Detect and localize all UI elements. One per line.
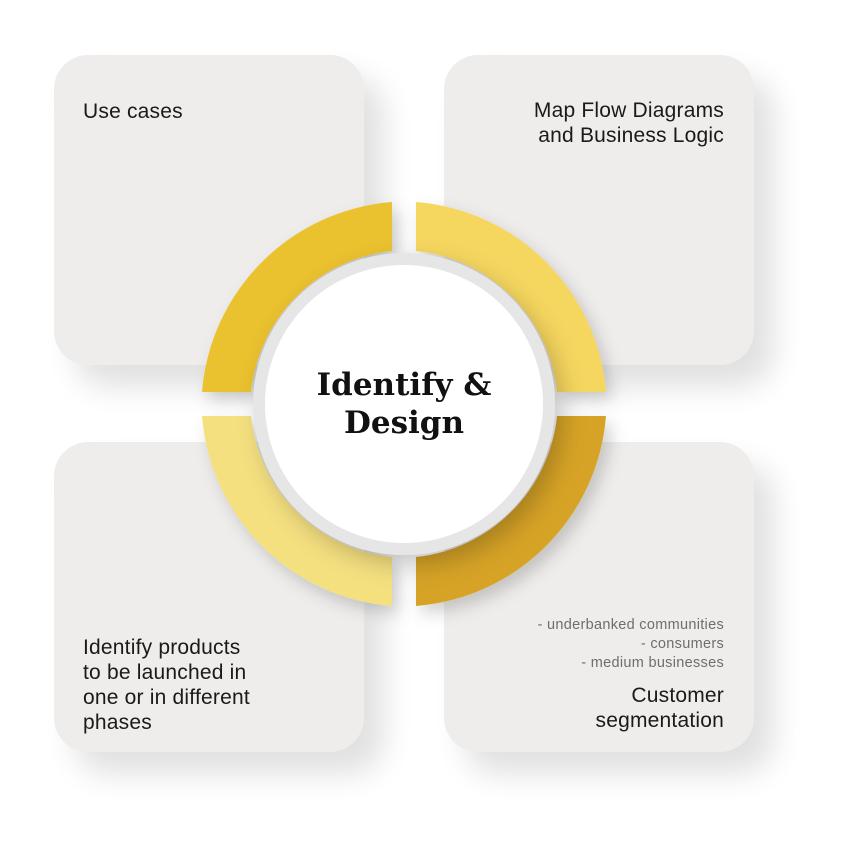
card-title-line: to be launched in — [83, 661, 247, 684]
center-title: Identify & Design — [304, 366, 504, 442]
segment-item: - underbanked communities — [537, 617, 724, 633]
card-customer-segmentation: - underbanked communities - consumers - … — [444, 442, 754, 752]
center-title-line: Identify & — [316, 367, 492, 403]
segment-item: - consumers — [640, 636, 724, 652]
card-title-use-cases: Use cases — [83, 100, 183, 123]
card-title-line: segmentation — [595, 709, 724, 732]
card-title-line: Identify products — [83, 636, 241, 659]
ring-segment-top-right — [416, 202, 606, 392]
segment-item: - medium businesses — [581, 655, 724, 671]
card-title-identify-products: Identify products to be launched in one … — [83, 635, 343, 735]
card-title-line: phases — [83, 711, 152, 734]
segment-list: - underbanked communities - consumers - … — [538, 616, 724, 673]
card-title-line: and Business Logic — [538, 124, 724, 147]
ring-segment-top-left — [202, 202, 392, 392]
center-circle — [265, 265, 543, 543]
card-title-line: one or in different — [83, 686, 250, 709]
card-title-map-flow: Map Flow Diagrams and Business Logic — [534, 98, 724, 148]
ring-segment-bottom-left — [202, 416, 392, 606]
ring-segment-bottom-right — [416, 416, 606, 606]
card-title-line: Map Flow Diagrams — [533, 99, 724, 122]
card-title-customer-segmentation: Customer segmentation — [596, 683, 724, 733]
center-title-line: Design — [343, 405, 465, 441]
card-title-line: Customer — [631, 684, 724, 707]
